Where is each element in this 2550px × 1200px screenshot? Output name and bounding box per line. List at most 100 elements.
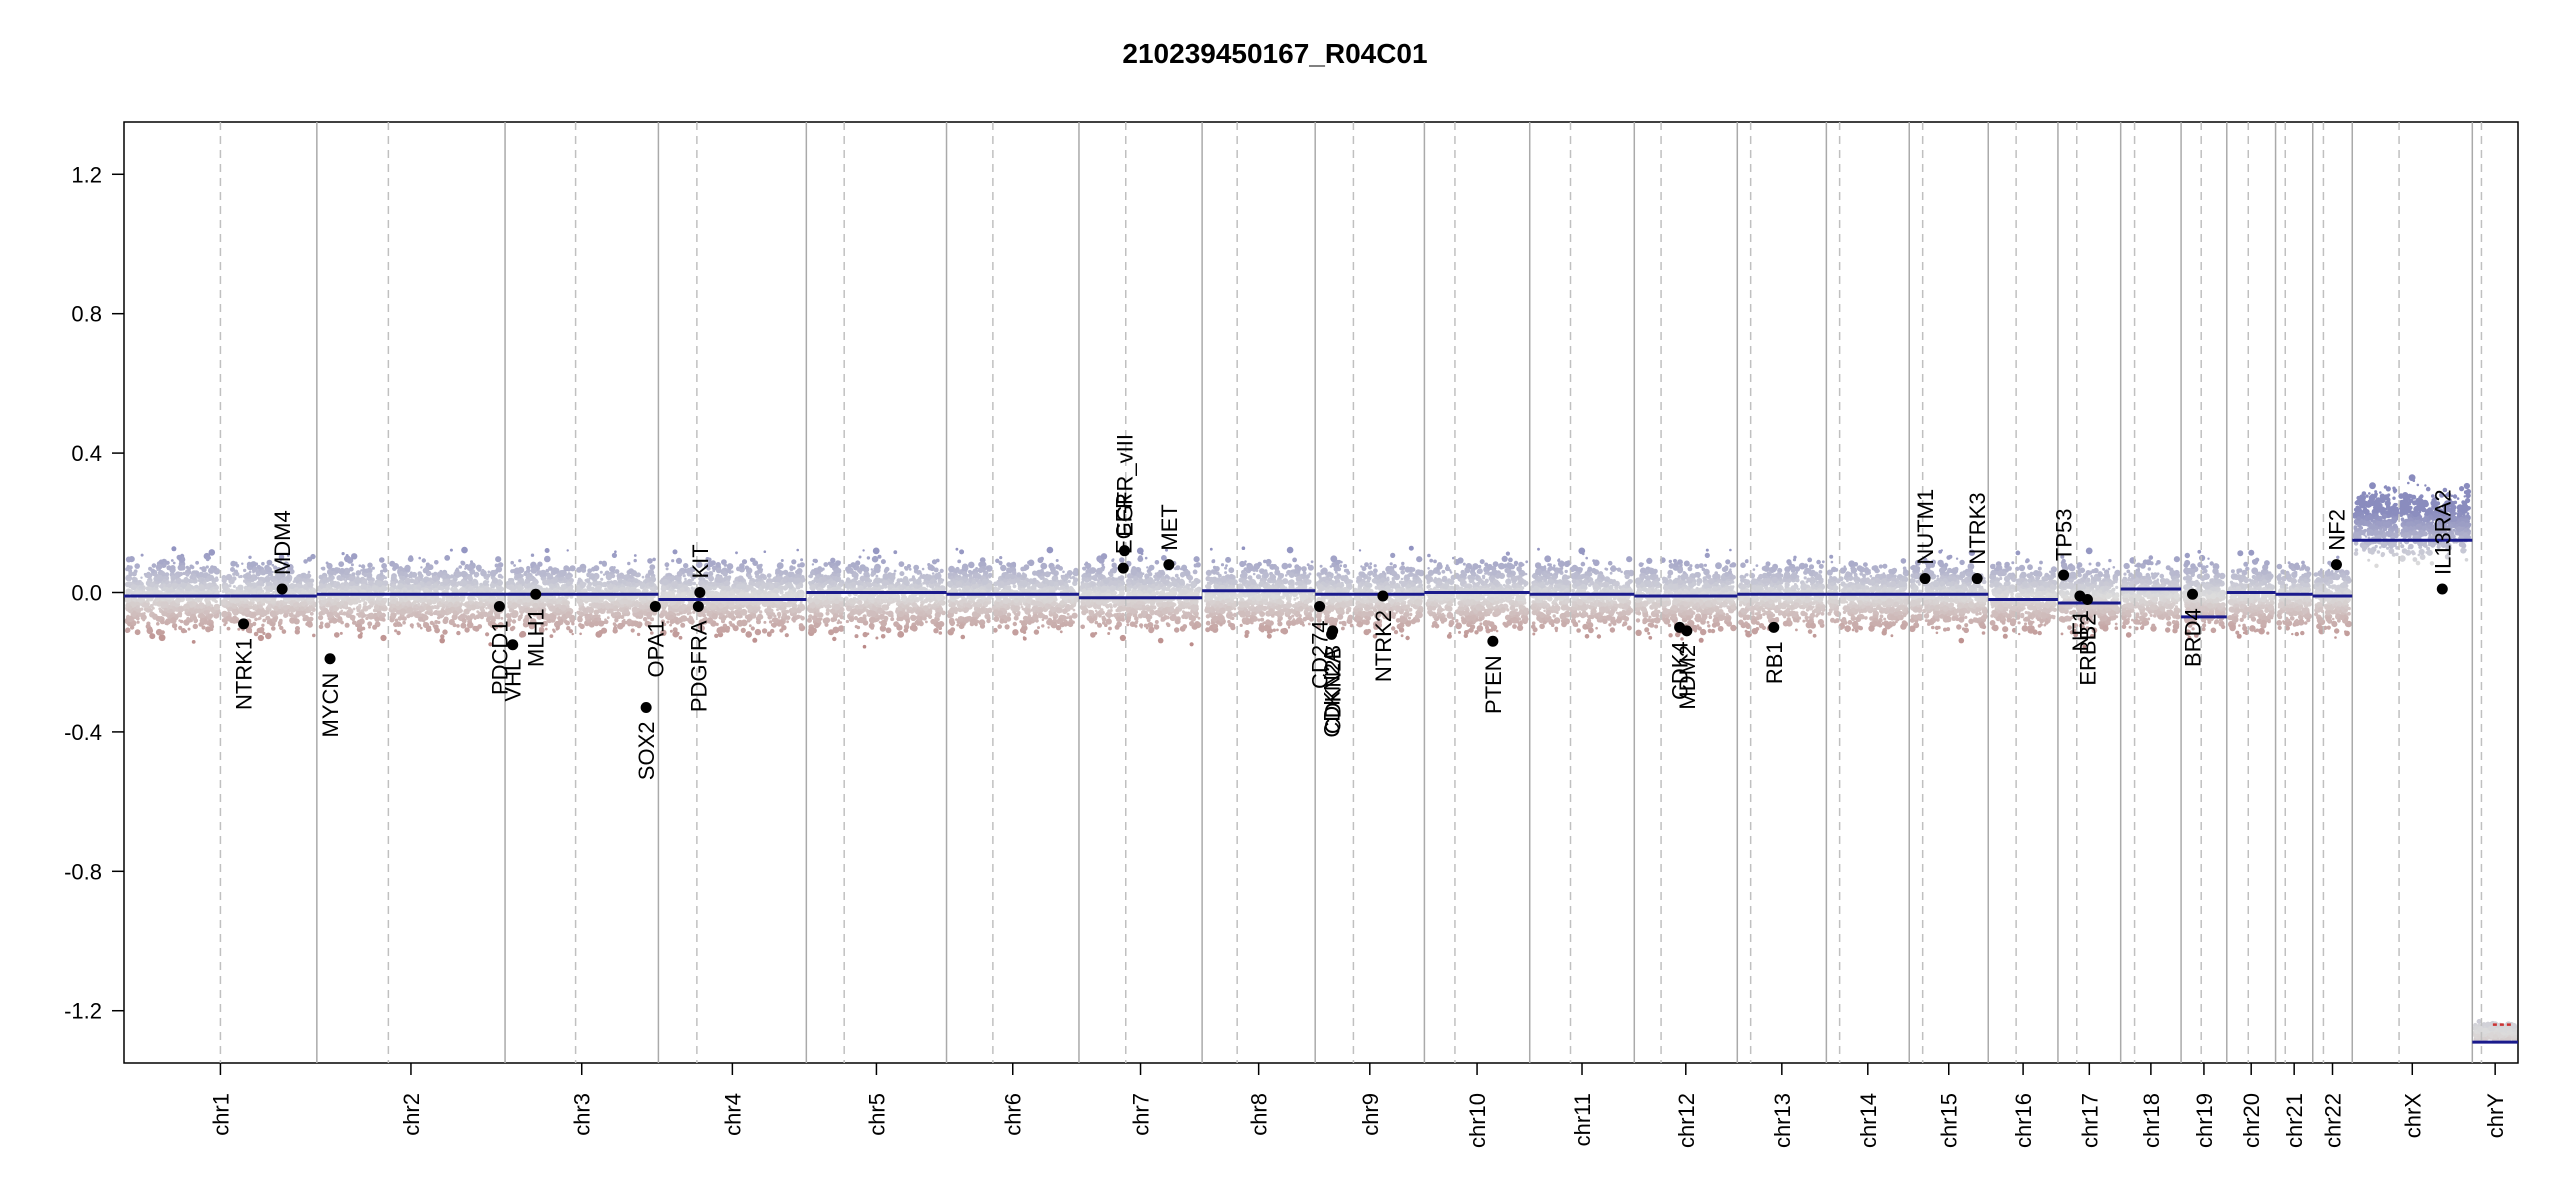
probe-point <box>652 557 656 562</box>
probe-point <box>584 613 591 620</box>
probe-point <box>646 579 650 583</box>
probe-point <box>753 592 757 596</box>
probe-point <box>897 631 905 638</box>
probe-point <box>137 597 144 603</box>
probe-point <box>371 566 375 570</box>
probe-point <box>390 596 394 600</box>
probe-point <box>883 569 889 574</box>
probe-point <box>740 627 746 634</box>
probe-point <box>544 548 550 553</box>
probe-point <box>709 603 717 610</box>
probe-point <box>665 567 669 571</box>
probe-point <box>326 565 331 569</box>
probe-point <box>246 561 252 567</box>
probe-point <box>221 618 227 623</box>
probe-point <box>307 570 311 574</box>
probe-point <box>612 622 617 626</box>
probe-point <box>427 599 431 603</box>
probe-point <box>520 586 524 590</box>
probe-point <box>792 566 796 570</box>
probe-point <box>366 572 373 579</box>
probe-point <box>179 564 186 571</box>
probe-point <box>183 619 190 626</box>
probe-point <box>740 608 748 616</box>
probe-point <box>336 582 340 586</box>
probe-point <box>579 581 586 589</box>
probe-point <box>623 618 626 622</box>
probe-point <box>442 579 449 586</box>
probe-point <box>601 599 604 603</box>
probe-point <box>156 563 163 570</box>
probe-point <box>404 577 411 585</box>
probe-point <box>192 623 198 630</box>
probe-point <box>679 587 685 593</box>
probe-point <box>466 604 472 610</box>
probe-point <box>139 581 144 586</box>
probe-point <box>579 632 582 636</box>
probe-point <box>518 559 522 563</box>
probe-point <box>154 583 159 589</box>
probe-point <box>780 585 784 590</box>
probe-point <box>380 600 385 605</box>
probe-point <box>241 600 245 604</box>
probe-point <box>309 587 312 590</box>
probe-point <box>460 570 468 578</box>
probe-point <box>205 565 209 569</box>
probe-point <box>613 626 618 631</box>
probe-point <box>571 632 574 636</box>
probe-point <box>272 580 278 586</box>
probe-point <box>526 565 531 571</box>
probe-point <box>365 616 369 621</box>
probe-point <box>664 562 670 568</box>
probe-point <box>750 626 755 631</box>
probe-point <box>362 614 366 618</box>
probe-point <box>125 627 131 633</box>
probe-point <box>620 575 624 579</box>
probe-point <box>271 617 278 623</box>
probe-point <box>658 613 665 619</box>
probe-point <box>333 572 337 576</box>
probe-point <box>866 556 871 560</box>
probe-point <box>420 566 423 569</box>
probe-point <box>607 584 614 590</box>
probe-point <box>791 573 796 577</box>
probe-point <box>125 556 132 563</box>
probe-point <box>152 589 157 594</box>
probe-point <box>552 596 557 600</box>
probe-point <box>182 571 186 576</box>
probe-point <box>275 573 282 581</box>
probe-point <box>257 580 264 586</box>
probe-point <box>773 589 777 593</box>
probe-point <box>413 589 418 594</box>
probe-point <box>633 558 637 563</box>
probe-point <box>758 591 761 594</box>
probe-point <box>614 569 620 574</box>
probe-point <box>600 577 604 581</box>
probe-point <box>141 614 147 621</box>
probe-point <box>259 627 265 632</box>
probe-point <box>933 628 939 634</box>
probe-point <box>245 627 253 634</box>
probe-point <box>798 623 804 628</box>
probe-point <box>692 581 697 586</box>
probe-point <box>377 600 381 604</box>
probe-point <box>627 581 632 586</box>
probe-point <box>558 597 562 602</box>
probe-point <box>629 586 636 593</box>
probe-point <box>489 569 497 577</box>
probe-point <box>456 630 461 636</box>
probe-point <box>354 577 361 585</box>
probe-point <box>606 616 610 620</box>
probe-point <box>631 606 639 613</box>
probe-point <box>179 587 183 591</box>
probe-point <box>467 580 471 585</box>
probe-point <box>394 618 399 623</box>
probe-point <box>412 600 417 605</box>
probe-point <box>604 618 607 621</box>
probe-point <box>711 613 718 620</box>
probe-point <box>165 560 170 565</box>
probe-point <box>562 577 567 581</box>
probe-point <box>288 580 291 584</box>
probe-point <box>210 583 214 588</box>
probe-point <box>195 604 201 609</box>
